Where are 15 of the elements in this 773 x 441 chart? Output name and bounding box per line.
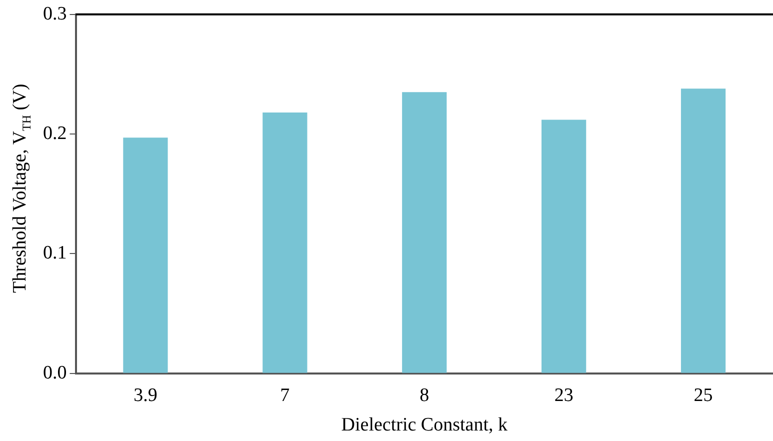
y-tick-label: 0.1 [43, 242, 67, 264]
x-tick-label: 3.9 [134, 384, 158, 406]
bar [402, 92, 447, 373]
bar [123, 138, 168, 373]
y-tick-label: 0.0 [43, 362, 67, 384]
bar [262, 112, 308, 373]
x-axis-title: Dielectric Constant, k [341, 414, 508, 436]
y-tick-label: 0.3 [43, 3, 67, 24]
x-tick-label: 23 [554, 384, 574, 406]
x-tick-label: 7 [280, 384, 290, 406]
x-tick-label: 25 [694, 384, 713, 406]
x-tick-label: 8 [420, 384, 430, 406]
y-tick-label: 0.2 [43, 123, 67, 144]
bar [542, 120, 586, 373]
bar [680, 88, 726, 373]
